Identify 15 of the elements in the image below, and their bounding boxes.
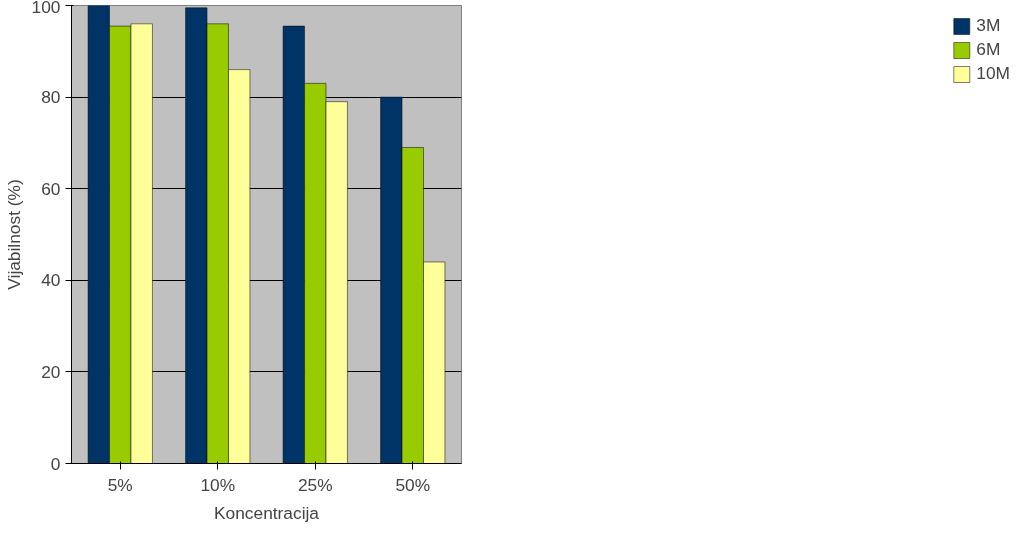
y-tick-label: 80 — [41, 87, 61, 108]
x-tick-label: 10% — [200, 474, 236, 495]
x-tick-label: 5% — [107, 474, 133, 495]
y-tick-label: 20 — [41, 361, 61, 382]
y-tick-label: 100 — [31, 0, 61, 17]
y-tick-label: 0 — [50, 453, 61, 474]
y-axis-title: Vijabilnost (%) — [3, 179, 24, 290]
x-axis-title: Koncentracija — [214, 502, 320, 523]
legend-label: 3M — [976, 15, 1001, 36]
x-tick-label: 25% — [297, 474, 333, 495]
legend-label: 10M — [976, 63, 1010, 84]
y-tick-label: 40 — [41, 270, 61, 291]
y-tick-label: 60 — [41, 178, 61, 199]
x-tick-label: 50% — [395, 474, 431, 495]
legend-label: 6M — [976, 39, 1001, 60]
